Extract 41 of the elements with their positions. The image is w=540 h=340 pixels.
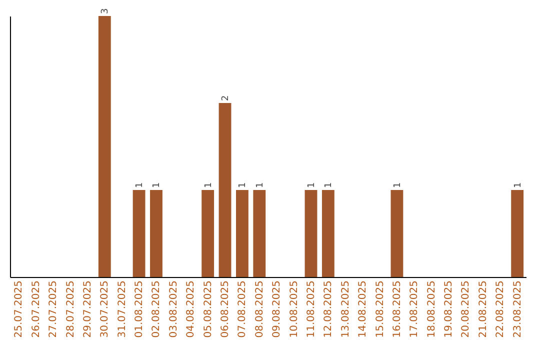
data-label: 1 [324, 182, 334, 188]
x-tick-label: 07.08.2025 [237, 280, 248, 338]
x-tick-label: 23.08.2025 [512, 280, 524, 338]
data-label: 2 [221, 95, 232, 101]
x-tick-label: 30.07.2025 [100, 280, 111, 338]
x-tick-label: 01.08.2025 [134, 280, 146, 338]
x-tick-label: 26.07.2025 [30, 280, 42, 338]
x-tick-label: 11.08.2025 [306, 280, 317, 338]
x-tick-label: 05.08.2025 [202, 280, 214, 338]
x-tick-label: 04.08.2025 [186, 280, 197, 338]
x-tick-label: 06.08.2025 [220, 280, 232, 338]
x-tick-label: 09.08.2025 [272, 280, 283, 338]
x-tick-label: 21.08.2025 [478, 280, 489, 338]
x-tick-label: 17.08.2025 [409, 280, 420, 338]
x-tick-label: 22.08.2025 [495, 280, 506, 338]
data-label: 1 [152, 182, 162, 188]
x-tick-label: 08.08.2025 [254, 280, 266, 338]
x-tick-label: 20.08.2025 [460, 280, 472, 338]
x-tick-label: 02.08.2025 [151, 280, 162, 338]
x-tick-label: 10.08.2025 [288, 280, 300, 338]
data-label: 1 [392, 182, 403, 188]
x-tick-label: 27.07.2025 [48, 280, 60, 338]
x-tick-label: 12.08.2025 [323, 280, 334, 338]
x-tick-label: 19.08.2025 [444, 280, 455, 338]
data-label: 1 [255, 182, 266, 188]
x-tick-label: 14.08.2025 [358, 280, 369, 338]
data-label: 1 [306, 182, 317, 188]
data-label: 1 [238, 182, 248, 188]
data-label: 1 [513, 182, 524, 188]
x-tick-label: 03.08.2025 [168, 280, 180, 338]
x-tick-label: 16.08.2025 [392, 280, 403, 338]
x-tick-label: 31.07.2025 [116, 280, 128, 338]
x-tick-label: 18.08.2025 [426, 280, 438, 338]
x-tick-label: 29.07.2025 [82, 280, 94, 338]
data-label: 1 [204, 182, 214, 188]
x-tick-label: 13.08.2025 [340, 280, 352, 338]
x-tick-label: 15.08.2025 [374, 280, 386, 338]
data-label: 3 [100, 8, 111, 14]
x-tick-label: 28.07.2025 [65, 280, 76, 338]
x-tick-label: 25.07.2025 [14, 280, 25, 338]
data-label: 1 [135, 182, 146, 188]
